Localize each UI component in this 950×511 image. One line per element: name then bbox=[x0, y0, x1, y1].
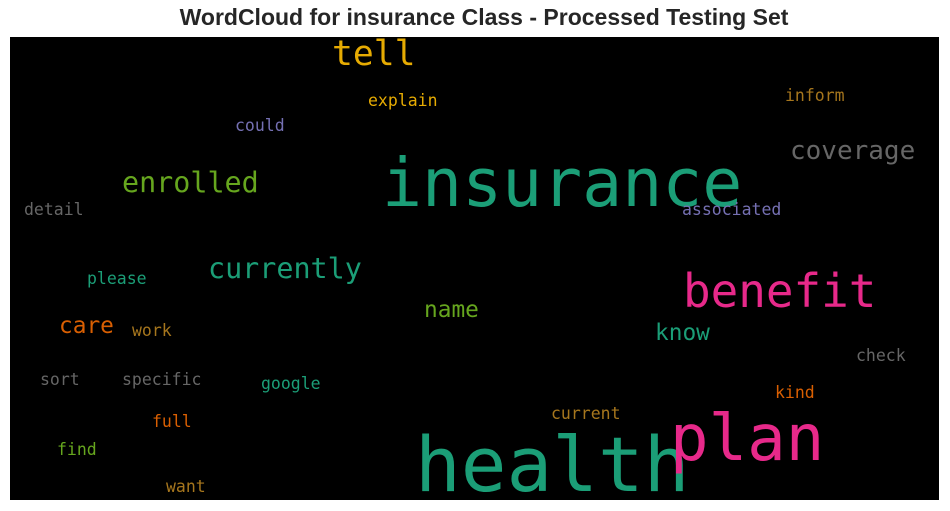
word-sort: sort bbox=[40, 370, 80, 389]
word-want: want bbox=[166, 477, 206, 496]
word-benefit: benefit bbox=[683, 264, 877, 318]
wordcloud-panel: health insurance plan benefit tell currently e… bbox=[10, 37, 939, 500]
word-enrolled: enrolled bbox=[122, 166, 259, 199]
word-health: health bbox=[415, 420, 690, 501]
word-detail: detail bbox=[24, 200, 84, 219]
word-tell: tell bbox=[332, 37, 416, 74]
word-explain: explain bbox=[368, 91, 438, 110]
chart-title: WordCloud for insurance Class - Processe… bbox=[179, 4, 789, 30]
word-specific: specific bbox=[122, 370, 202, 389]
word-name: name bbox=[424, 297, 479, 323]
word-current: current bbox=[551, 404, 621, 423]
word-please: please bbox=[87, 269, 147, 288]
word-inform: inform bbox=[785, 86, 845, 105]
word-could: could bbox=[235, 116, 285, 135]
word-currently: currently bbox=[208, 252, 362, 285]
word-work: work bbox=[132, 321, 172, 340]
word-know: know bbox=[655, 320, 710, 346]
word-plan: plan bbox=[670, 402, 825, 476]
word-check: check bbox=[856, 346, 906, 365]
word-full: full bbox=[152, 412, 192, 431]
word-coverage: coverage bbox=[790, 136, 916, 166]
word-find: find bbox=[57, 440, 97, 459]
word-google: google bbox=[261, 374, 321, 393]
word-kind: kind bbox=[775, 383, 815, 402]
word-associated: associated bbox=[682, 200, 782, 219]
word-care: care bbox=[59, 313, 114, 339]
word-insurance: insurance bbox=[382, 144, 743, 222]
